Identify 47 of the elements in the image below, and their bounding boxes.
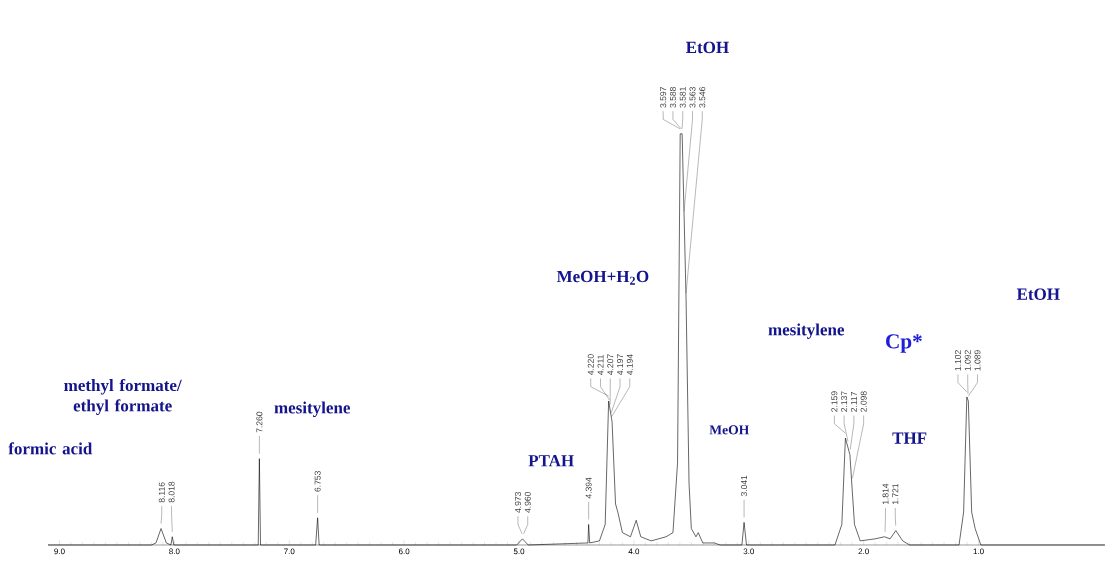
x-tick-label: 8.0 <box>169 548 180 555</box>
annotation: 3.581 <box>679 87 686 108</box>
annotation: 1.102 <box>954 350 961 371</box>
annotation: 2.098 <box>860 391 867 412</box>
annotation: 3.563 <box>689 87 696 108</box>
x-tick-label: 6.0 <box>398 548 410 555</box>
annotation: Cp* <box>886 334 922 353</box>
annotation: 4.220 <box>587 354 594 376</box>
annotation: 1.721 <box>892 483 899 505</box>
x-tick-label: 9.0 <box>54 548 65 555</box>
annotation: MeOH+H$_{2}$O <box>556 270 649 285</box>
annotation: 4.211 <box>597 354 604 376</box>
x-tick-label: 4.0 <box>628 548 640 555</box>
annotation: 3.597 <box>660 87 667 108</box>
x-tick-label: 3.0 <box>743 548 755 555</box>
annotation: PTAH <box>528 455 574 467</box>
annotation: mesitylene <box>768 323 845 339</box>
annotation: 4.207 <box>607 354 614 376</box>
annotation: 3.546 <box>699 87 706 108</box>
annotation: 2.137 <box>841 391 848 412</box>
text: EtOH <box>686 41 729 54</box>
x-tick-label: 1.0 <box>973 548 984 555</box>
annotation: 2.117 <box>850 392 857 412</box>
x-tick-label: 5.0 <box>513 548 525 555</box>
annotation: THF <box>892 432 927 444</box>
annotation: 7.260 <box>256 411 263 433</box>
annotation: 2.159 <box>831 391 838 412</box>
annotation: mesitylene <box>274 401 351 418</box>
annotation: 1.089 <box>974 350 981 371</box>
annotation: 4.394 <box>585 477 592 499</box>
annotation: MeOH <box>709 425 750 435</box>
annotation: 6.753 <box>314 471 321 492</box>
annotation: 4.960 <box>524 492 531 513</box>
annotation: 4.197 <box>617 354 624 376</box>
annotation: methyl formate/ ethyl formate <box>64 378 182 415</box>
annotation: 1.814 <box>882 483 889 505</box>
x-tick-label: 2.0 <box>858 548 869 555</box>
annotation: 8.116 <box>158 482 165 503</box>
annotation: formic acid <box>8 442 93 455</box>
annotation: 4.973 <box>514 492 521 513</box>
annotation: 8.018 <box>168 481 175 503</box>
x-tick-label: 7.0 <box>284 548 295 555</box>
annotation: 3.588 <box>669 87 676 108</box>
annotation: 4.194 <box>626 354 633 376</box>
annotation: 3.041 <box>741 475 748 497</box>
annotation: 1.092 <box>964 350 971 371</box>
annotation: EtOH <box>1016 288 1060 300</box>
